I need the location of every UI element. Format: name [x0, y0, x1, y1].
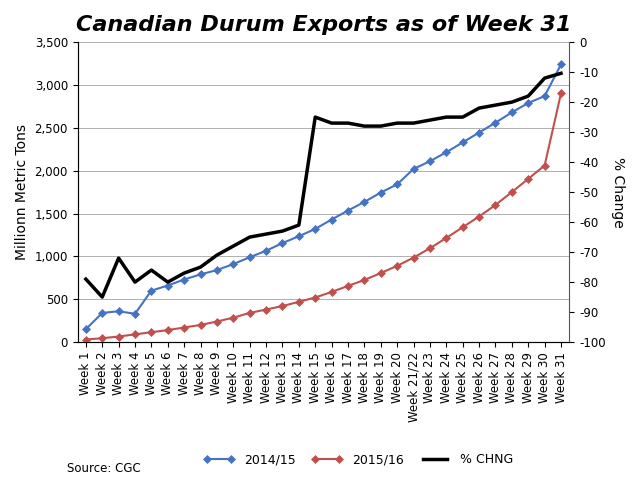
2014/15 [312, 226, 319, 232]
2014/15 [262, 248, 270, 254]
Line: % CHNG: % CHNG [86, 73, 561, 297]
% CHNG [99, 294, 106, 300]
% CHNG [377, 123, 385, 129]
2015/16 [213, 319, 221, 324]
Line: 2015/16: 2015/16 [83, 91, 564, 342]
2014/15 [164, 283, 172, 288]
2014/15 [344, 208, 352, 214]
2015/16 [230, 315, 237, 321]
2014/15 [524, 100, 532, 106]
2014/15 [180, 276, 188, 282]
% CHNG [410, 120, 417, 126]
% CHNG [82, 276, 90, 282]
2014/15 [295, 233, 303, 239]
2014/15 [476, 130, 483, 135]
2015/16 [328, 289, 335, 295]
2015/16 [476, 214, 483, 219]
2015/16 [295, 299, 303, 305]
2014/15 [278, 240, 286, 246]
2015/16 [196, 322, 204, 328]
2014/15 [230, 261, 237, 267]
% CHNG [557, 71, 565, 76]
2015/16 [278, 303, 286, 309]
% CHNG [476, 105, 483, 111]
2015/16 [377, 270, 385, 276]
2015/16 [180, 324, 188, 330]
2015/16 [82, 336, 90, 342]
2014/15 [360, 199, 368, 205]
2015/16 [410, 255, 417, 261]
2014/15 [492, 120, 499, 126]
% CHNG [426, 117, 434, 123]
Title: Canadian Durum Exports as of Week 31: Canadian Durum Exports as of Week 31 [76, 15, 571, 35]
2014/15 [99, 310, 106, 316]
Line: 2014/15: 2014/15 [83, 61, 564, 332]
2014/15 [328, 216, 335, 222]
% CHNG [312, 114, 319, 120]
2015/16 [360, 277, 368, 283]
2014/15 [410, 166, 417, 172]
% CHNG [213, 252, 221, 258]
2015/16 [131, 332, 139, 337]
2015/16 [262, 307, 270, 312]
2015/16 [99, 336, 106, 341]
Y-axis label: Millionn Metric Tons: Millionn Metric Tons [15, 124, 29, 260]
2014/15 [131, 311, 139, 317]
2015/16 [459, 224, 467, 230]
2015/16 [148, 329, 156, 335]
2014/15 [246, 254, 253, 260]
% CHNG [442, 114, 450, 120]
2015/16 [394, 263, 401, 269]
2014/15 [82, 326, 90, 332]
% CHNG [148, 267, 156, 273]
2015/16 [164, 327, 172, 333]
2014/15 [377, 190, 385, 195]
2015/16 [426, 245, 434, 251]
% CHNG [328, 120, 335, 126]
2014/15 [213, 267, 221, 273]
2015/16 [246, 310, 253, 316]
2015/16 [442, 235, 450, 241]
2014/15 [541, 93, 548, 99]
% CHNG [262, 231, 270, 237]
% CHNG [180, 270, 188, 276]
2014/15 [148, 288, 156, 294]
Legend: 2014/15, 2015/16, % CHNG: 2014/15, 2015/16, % CHNG [198, 448, 518, 471]
% CHNG [524, 93, 532, 99]
2014/15 [426, 158, 434, 164]
% CHNG [344, 120, 352, 126]
% CHNG [115, 255, 122, 261]
Y-axis label: % Change: % Change [611, 156, 625, 228]
% CHNG [459, 114, 467, 120]
% CHNG [246, 234, 253, 240]
2015/16 [508, 189, 516, 195]
% CHNG [131, 279, 139, 285]
2014/15 [557, 61, 565, 67]
2015/16 [557, 90, 565, 96]
% CHNG [541, 75, 548, 81]
% CHNG [196, 264, 204, 270]
Text: Source: CGC: Source: CGC [67, 462, 141, 475]
% CHNG [360, 123, 368, 129]
2014/15 [508, 109, 516, 115]
2015/16 [344, 283, 352, 289]
% CHNG [278, 228, 286, 234]
2015/16 [492, 202, 499, 208]
% CHNG [230, 243, 237, 249]
2015/16 [115, 334, 122, 339]
% CHNG [295, 222, 303, 228]
% CHNG [164, 279, 172, 285]
2014/15 [442, 149, 450, 155]
2014/15 [459, 140, 467, 145]
2014/15 [115, 308, 122, 314]
2015/16 [524, 176, 532, 182]
2015/16 [312, 295, 319, 300]
2014/15 [196, 272, 204, 277]
% CHNG [394, 120, 401, 126]
2015/16 [541, 163, 548, 168]
% CHNG [508, 99, 516, 105]
% CHNG [492, 102, 499, 108]
2014/15 [394, 181, 401, 187]
